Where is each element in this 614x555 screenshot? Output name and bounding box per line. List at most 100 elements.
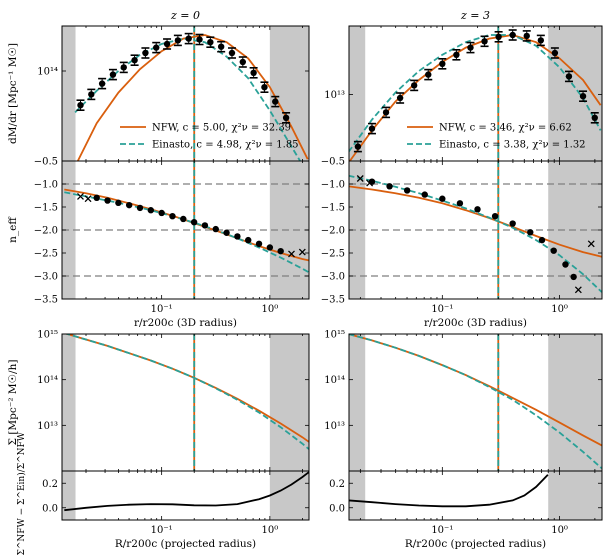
x-tick-label: 10⁰: [261, 304, 278, 315]
data-point: [245, 236, 252, 244]
x-axis-label: R/r200c (projected radius): [405, 538, 546, 550]
data-point: [174, 37, 182, 44]
data-point: [591, 114, 598, 122]
data-point: [136, 204, 144, 212]
plot-area: [62, 334, 309, 471]
series-line-einasto: [64, 191, 309, 274]
plot-area: [62, 161, 309, 299]
y-tick-label: −1.5: [321, 203, 345, 214]
x-tick-label: 10⁰: [261, 525, 278, 536]
data-point: [467, 44, 474, 51]
data-point: [163, 40, 171, 48]
y-tick-label: −1.5: [34, 203, 58, 214]
data-point: [125, 201, 133, 209]
excluded-point: [587, 240, 595, 248]
data-point: [266, 244, 274, 251]
shaded-region-1: [548, 334, 602, 471]
data-point: [190, 218, 198, 226]
data-point: [147, 207, 155, 214]
series-line-nfw: [76, 34, 309, 161]
shaded-region-1: [269, 471, 309, 520]
data-point: [223, 229, 230, 236]
panel-resid_right: 10⁻¹ 10⁰ 0.0 0.2 R/r200c (projected radius): [329, 470, 603, 550]
y-tick-label: 10¹⁵: [324, 330, 345, 341]
data-point: [93, 194, 100, 201]
y-tick-label: −0.5: [321, 157, 345, 168]
data-point: [255, 240, 263, 247]
shaded-region-1: [269, 334, 309, 471]
y-tick-label: −3.5: [34, 295, 58, 306]
y-tick-label: −3.5: [321, 295, 345, 306]
data-point: [425, 71, 432, 78]
data-point: [550, 247, 557, 254]
data-point: [579, 93, 587, 100]
legend-label-nfw: NFW, c = 3.46, χ²ν = 6.62: [439, 123, 572, 134]
shaded-region-0: [62, 471, 76, 520]
data-point: [523, 32, 530, 40]
x-tick-label: 10⁻¹: [151, 304, 173, 315]
plot-area: [349, 26, 602, 161]
data-point: [277, 247, 284, 255]
data-point: [354, 143, 362, 150]
x-axis-label: r/r200c (3D radius): [424, 317, 527, 329]
data-point: [207, 39, 214, 46]
data-point: [537, 37, 545, 44]
data-point: [217, 43, 225, 50]
plot-area: [349, 161, 602, 299]
series-line-data: [349, 474, 549, 508]
data-point: [201, 222, 209, 229]
excluded-point: [77, 192, 84, 200]
data-point: [456, 200, 464, 207]
data-point: [527, 229, 534, 236]
data-point: [158, 209, 165, 217]
excluded-point: [298, 248, 306, 256]
shaded-region-1: [548, 471, 602, 520]
panel-top_left: 10¹⁴ z = 0 dM/dr [Mpc⁻¹ M☉] NFW, c = 5.00, …: [7, 9, 310, 162]
data-point: [382, 109, 390, 116]
legend-label-einasto: Einasto, c = 3.38, χ²ν = 1.32: [439, 140, 586, 151]
y-tick-label: −2.5: [34, 249, 58, 260]
data-point: [439, 60, 446, 67]
y-tick-label: 0.0: [42, 503, 58, 514]
excluded-point: [84, 195, 92, 203]
series-line-einasto: [349, 334, 602, 469]
x-tick-label: 10⁻¹: [151, 525, 173, 536]
data-point: [88, 91, 95, 98]
data-point: [509, 31, 516, 39]
legend-label-einasto: Einasto, c = 4.98, χ²ν = 1.85: [152, 140, 299, 151]
plot-area: [349, 334, 602, 471]
data-point: [282, 114, 290, 122]
excluded-point: [288, 250, 295, 258]
data-point: [185, 35, 192, 42]
data-point: [491, 213, 499, 220]
data-point: [386, 183, 393, 190]
data-point: [368, 125, 376, 132]
x-axis-label: R/r200c (projected radius): [115, 538, 256, 550]
plot-area: [62, 471, 309, 520]
data-point: [410, 82, 418, 89]
x-tick-label: 10⁻¹: [431, 304, 453, 315]
data-point: [196, 36, 203, 43]
y-tick-label: 10¹³: [37, 421, 58, 432]
x-tick-label: 10⁰: [551, 525, 568, 536]
series-line-einasto: [64, 334, 309, 450]
data-point: [474, 206, 481, 213]
series-line-data: [64, 471, 309, 512]
shaded-region-1: [269, 26, 309, 161]
y-tick-label: −1.0: [321, 180, 345, 191]
data-point: [439, 195, 446, 202]
panel-mid_right: 10⁻¹ 10⁰ −0.5 −1.0 −1.5 −2.0 −2.5 −3.0 −3.5 r/r20…: [321, 157, 603, 329]
y-tick-label: −2.0: [321, 226, 345, 237]
legend-label-nfw: NFW, c = 5.00, χ²ν = 32.39: [152, 123, 291, 134]
excluded-point: [574, 286, 582, 294]
data-point: [396, 94, 404, 102]
shaded-region-0: [349, 26, 366, 161]
data-point: [104, 197, 111, 204]
x-tick-label: 10⁻¹: [431, 525, 453, 536]
panel-mid_left: 10⁻¹ 10⁰ −0.5 −1.0 −1.5 −2.0 −2.5 −3.0 −3.5 r/r20…: [7, 157, 310, 329]
y-tick-label: −3.0: [34, 272, 58, 283]
data-point: [562, 261, 569, 268]
plot-area: [62, 26, 309, 161]
data-point: [153, 44, 160, 51]
